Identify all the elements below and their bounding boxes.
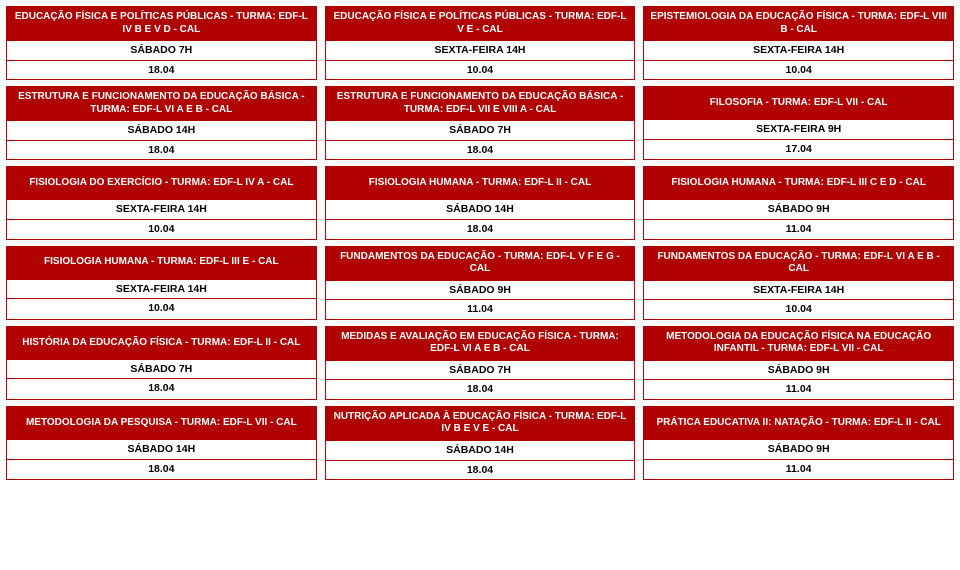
schedule-card: ESTRUTURA E FUNCIONAMENTO DA EDUCAÇÃO BÁ…	[6, 86, 317, 160]
card-day: SÁBADO 9H	[644, 360, 953, 380]
schedule-card: FISIOLOGIA HUMANA - TURMA: EDF-L III E -…	[6, 246, 317, 320]
card-title: FISIOLOGIA HUMANA - TURMA: EDF-L III E -…	[7, 247, 316, 279]
card-day: SÁBADO 7H	[7, 40, 316, 60]
card-day: SÁBADO 14H	[7, 439, 316, 459]
card-title: FISIOLOGIA HUMANA - TURMA: EDF-L III C E…	[644, 167, 953, 199]
card-day: SEXTA-FEIRA 14H	[7, 199, 316, 219]
card-day: SÁBADO 14H	[326, 199, 635, 219]
schedule-card: PRÁTICA EDUCATIVA II: NATAÇÃO - TURMA: E…	[643, 406, 954, 480]
schedule-card: FUNDAMENTOS DA EDUCAÇÃO - TURMA: EDF-L V…	[325, 246, 636, 320]
card-date: 11.04	[326, 299, 635, 319]
schedule-card: HISTÓRIA DA EDUCAÇÃO FÍSICA - TURMA: EDF…	[6, 326, 317, 400]
card-day: SÁBADO 9H	[326, 280, 635, 300]
card-date: 18.04	[7, 459, 316, 479]
card-title: EPISTEMIOLOGIA DA EDUCAÇÃO FÍSICA - TURM…	[644, 7, 953, 40]
card-day: SEXTA-FEIRA 14H	[644, 40, 953, 60]
schedule-card: ESTRUTURA E FUNCIONAMENTO DA EDUCAÇÃO BÁ…	[325, 86, 636, 160]
card-day: SÁBADO 7H	[326, 120, 635, 140]
schedule-grid: EDUCAÇÃO FÍSICA E POLÍTICAS PÚBLICAS - T…	[6, 6, 954, 480]
card-date: 10.04	[644, 299, 953, 319]
card-day: SEXTA-FEIRA 9H	[644, 119, 953, 139]
card-day: SEXTA-FEIRA 14H	[7, 279, 316, 299]
card-title: FISIOLOGIA HUMANA - TURMA: EDF-L II - CA…	[326, 167, 635, 199]
schedule-card: METODOLOGIA DA PESQUISA - TURMA: EDF-L V…	[6, 406, 317, 480]
schedule-card: NUTRIÇÃO APLICADA À EDUCAÇÃO FÍSICA - TU…	[325, 406, 636, 480]
card-title: PRÁTICA EDUCATIVA II: NATAÇÃO - TURMA: E…	[644, 407, 953, 439]
card-title: EDUCAÇÃO FÍSICA E POLÍTICAS PÚBLICAS - T…	[326, 7, 635, 40]
card-day: SÁBADO 9H	[644, 439, 953, 459]
card-date: 18.04	[7, 60, 316, 80]
card-date: 11.04	[644, 379, 953, 399]
schedule-card: FISIOLOGIA HUMANA - TURMA: EDF-L II - CA…	[325, 166, 636, 239]
card-title: METODOLOGIA DA PESQUISA - TURMA: EDF-L V…	[7, 407, 316, 439]
card-title: MEDIDAS E AVALIAÇÃO EM EDUCAÇÃO FÍSICA -…	[326, 327, 635, 360]
card-title: EDUCAÇÃO FÍSICA E POLÍTICAS PÚBLICAS - T…	[7, 7, 316, 40]
card-title: FUNDAMENTOS DA EDUCAÇÃO - TURMA: EDF-L V…	[644, 247, 953, 280]
card-day: SÁBADO 14H	[7, 120, 316, 140]
card-day: SEXTA-FEIRA 14H	[644, 280, 953, 300]
card-day: SÁBADO 9H	[644, 199, 953, 219]
card-date: 18.04	[326, 140, 635, 160]
card-date: 10.04	[7, 298, 316, 318]
card-date: 11.04	[644, 219, 953, 239]
card-date: 18.04	[326, 379, 635, 399]
card-title: FISIOLOGIA DO EXERCÍCIO - TURMA: EDF-L I…	[7, 167, 316, 199]
schedule-card: EDUCAÇÃO FÍSICA E POLÍTICAS PÚBLICAS - T…	[325, 6, 636, 80]
card-date: 10.04	[7, 219, 316, 239]
card-day: SEXTA-FEIRA 14H	[326, 40, 635, 60]
card-day: SÁBADO 7H	[7, 359, 316, 379]
card-day: SÁBADO 14H	[326, 440, 635, 460]
card-title: FILOSOFIA - TURMA: EDF-L VII - CAL	[644, 87, 953, 119]
card-date: 17.04	[644, 139, 953, 159]
card-title: METODOLOGIA DA EDUCAÇÃO FÍSICA NA EDUCAÇ…	[644, 327, 953, 360]
card-title: ESTRUTURA E FUNCIONAMENTO DA EDUCAÇÃO BÁ…	[7, 87, 316, 120]
schedule-card: FUNDAMENTOS DA EDUCAÇÃO - TURMA: EDF-L V…	[643, 246, 954, 320]
card-day: SÁBADO 7H	[326, 360, 635, 380]
schedule-card: FILOSOFIA - TURMA: EDF-L VII - CAL SEXTA…	[643, 86, 954, 160]
card-title: HISTÓRIA DA EDUCAÇÃO FÍSICA - TURMA: EDF…	[7, 327, 316, 359]
card-date: 18.04	[7, 378, 316, 398]
schedule-card: MEDIDAS E AVALIAÇÃO EM EDUCAÇÃO FÍSICA -…	[325, 326, 636, 400]
card-date: 18.04	[326, 460, 635, 480]
schedule-card: EPISTEMIOLOGIA DA EDUCAÇÃO FÍSICA - TURM…	[643, 6, 954, 80]
card-date: 11.04	[644, 459, 953, 479]
schedule-card: EDUCAÇÃO FÍSICA E POLÍTICAS PÚBLICAS - T…	[6, 6, 317, 80]
card-title: NUTRIÇÃO APLICADA À EDUCAÇÃO FÍSICA - TU…	[326, 407, 635, 440]
schedule-card: FISIOLOGIA HUMANA - TURMA: EDF-L III C E…	[643, 166, 954, 239]
schedule-card: METODOLOGIA DA EDUCAÇÃO FÍSICA NA EDUCAÇ…	[643, 326, 954, 400]
card-date: 18.04	[326, 219, 635, 239]
card-title: FUNDAMENTOS DA EDUCAÇÃO - TURMA: EDF-L V…	[326, 247, 635, 280]
card-title: ESTRUTURA E FUNCIONAMENTO DA EDUCAÇÃO BÁ…	[326, 87, 635, 120]
card-date: 10.04	[326, 60, 635, 80]
card-date: 10.04	[644, 60, 953, 80]
schedule-card: FISIOLOGIA DO EXERCÍCIO - TURMA: EDF-L I…	[6, 166, 317, 239]
card-date: 18.04	[7, 140, 316, 160]
